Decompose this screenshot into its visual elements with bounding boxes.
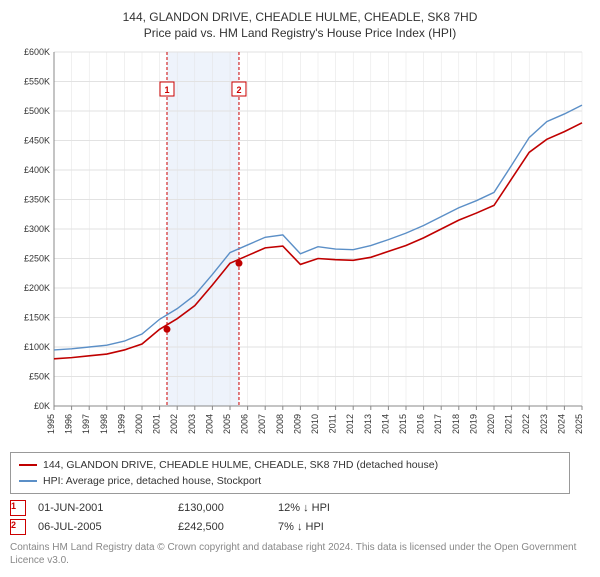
svg-text:2015: 2015: [398, 414, 408, 434]
svg-text:2010: 2010: [310, 414, 320, 434]
svg-text:2014: 2014: [380, 414, 390, 434]
svg-text:2008: 2008: [275, 414, 285, 434]
svg-text:2005: 2005: [222, 414, 232, 434]
sale-row: 2 06-JUL-2005 £242,500 7% ↓ HPI: [10, 519, 590, 535]
svg-text:2009: 2009: [292, 414, 302, 434]
svg-text:£250K: £250K: [24, 254, 50, 264]
page-title: 144, GLANDON DRIVE, CHEADLE HULME, CHEAD…: [10, 10, 590, 24]
svg-text:2023: 2023: [539, 414, 549, 434]
legend-swatch: [19, 464, 37, 466]
svg-text:£400K: £400K: [24, 165, 50, 175]
svg-text:2022: 2022: [521, 414, 531, 434]
page-subtitle: Price paid vs. HM Land Registry's House …: [10, 26, 590, 40]
svg-text:£100K: £100K: [24, 342, 50, 352]
svg-text:2000: 2000: [134, 414, 144, 434]
svg-text:2004: 2004: [204, 414, 214, 434]
footnote: Contains HM Land Registry data © Crown c…: [10, 541, 590, 567]
svg-text:2017: 2017: [433, 414, 443, 434]
svg-text:1999: 1999: [116, 414, 126, 434]
svg-text:£550K: £550K: [24, 77, 50, 87]
svg-text:£0K: £0K: [34, 401, 50, 411]
svg-text:£300K: £300K: [24, 224, 50, 234]
sale-marker: 2: [10, 519, 26, 535]
svg-text:1996: 1996: [64, 414, 74, 434]
sale-diff: 12% ↓ HPI: [278, 502, 378, 514]
svg-text:1998: 1998: [99, 414, 109, 434]
sale-price: £130,000: [178, 502, 278, 514]
legend-swatch: [19, 480, 37, 482]
svg-text:£200K: £200K: [24, 283, 50, 293]
sales-list: 1 01-JUN-2001 £130,000 12% ↓ HPI 2 06-JU…: [10, 500, 590, 535]
sale-diff: 7% ↓ HPI: [278, 521, 378, 533]
svg-text:2002: 2002: [169, 414, 179, 434]
svg-text:2011: 2011: [328, 414, 338, 433]
svg-text:1997: 1997: [81, 414, 91, 434]
svg-text:2001: 2001: [152, 414, 162, 434]
svg-text:2006: 2006: [240, 414, 250, 434]
svg-text:£450K: £450K: [24, 136, 50, 146]
svg-text:2013: 2013: [363, 414, 373, 434]
svg-text:2018: 2018: [451, 414, 461, 434]
svg-text:2007: 2007: [257, 414, 267, 434]
legend-item: HPI: Average price, detached house, Stoc…: [19, 473, 561, 489]
svg-text:1: 1: [164, 85, 169, 95]
sale-date: 06-JUL-2005: [38, 521, 178, 533]
legend-label: 144, GLANDON DRIVE, CHEADLE HULME, CHEAD…: [43, 457, 438, 473]
legend: 144, GLANDON DRIVE, CHEADLE HULME, CHEAD…: [10, 452, 570, 494]
svg-text:£50K: £50K: [29, 372, 50, 382]
svg-text:2025: 2025: [574, 414, 584, 434]
svg-text:£150K: £150K: [24, 313, 50, 323]
price-chart: £0K £50K £100K £150K £200K £250K £300K £350K £40…: [10, 46, 590, 446]
sale-price: £242,500: [178, 521, 278, 533]
svg-text:1995: 1995: [46, 414, 56, 434]
legend-label: HPI: Average price, detached house, Stoc…: [43, 473, 261, 489]
svg-text:2020: 2020: [486, 414, 496, 434]
svg-text:£350K: £350K: [24, 195, 50, 205]
svg-text:£500K: £500K: [24, 106, 50, 116]
svg-text:2016: 2016: [416, 414, 426, 434]
svg-text:2024: 2024: [556, 414, 566, 434]
svg-text:2003: 2003: [187, 414, 197, 434]
sale-date: 01-JUN-2001: [38, 502, 178, 514]
svg-text:2: 2: [236, 85, 241, 95]
svg-text:£600K: £600K: [24, 47, 50, 57]
svg-text:2012: 2012: [345, 414, 355, 434]
svg-text:2021: 2021: [504, 414, 514, 434]
svg-text:2019: 2019: [468, 414, 478, 434]
sale-row: 1 01-JUN-2001 £130,000 12% ↓ HPI: [10, 500, 590, 516]
legend-item: 144, GLANDON DRIVE, CHEADLE HULME, CHEAD…: [19, 457, 561, 473]
sale-marker: 1: [10, 500, 26, 516]
